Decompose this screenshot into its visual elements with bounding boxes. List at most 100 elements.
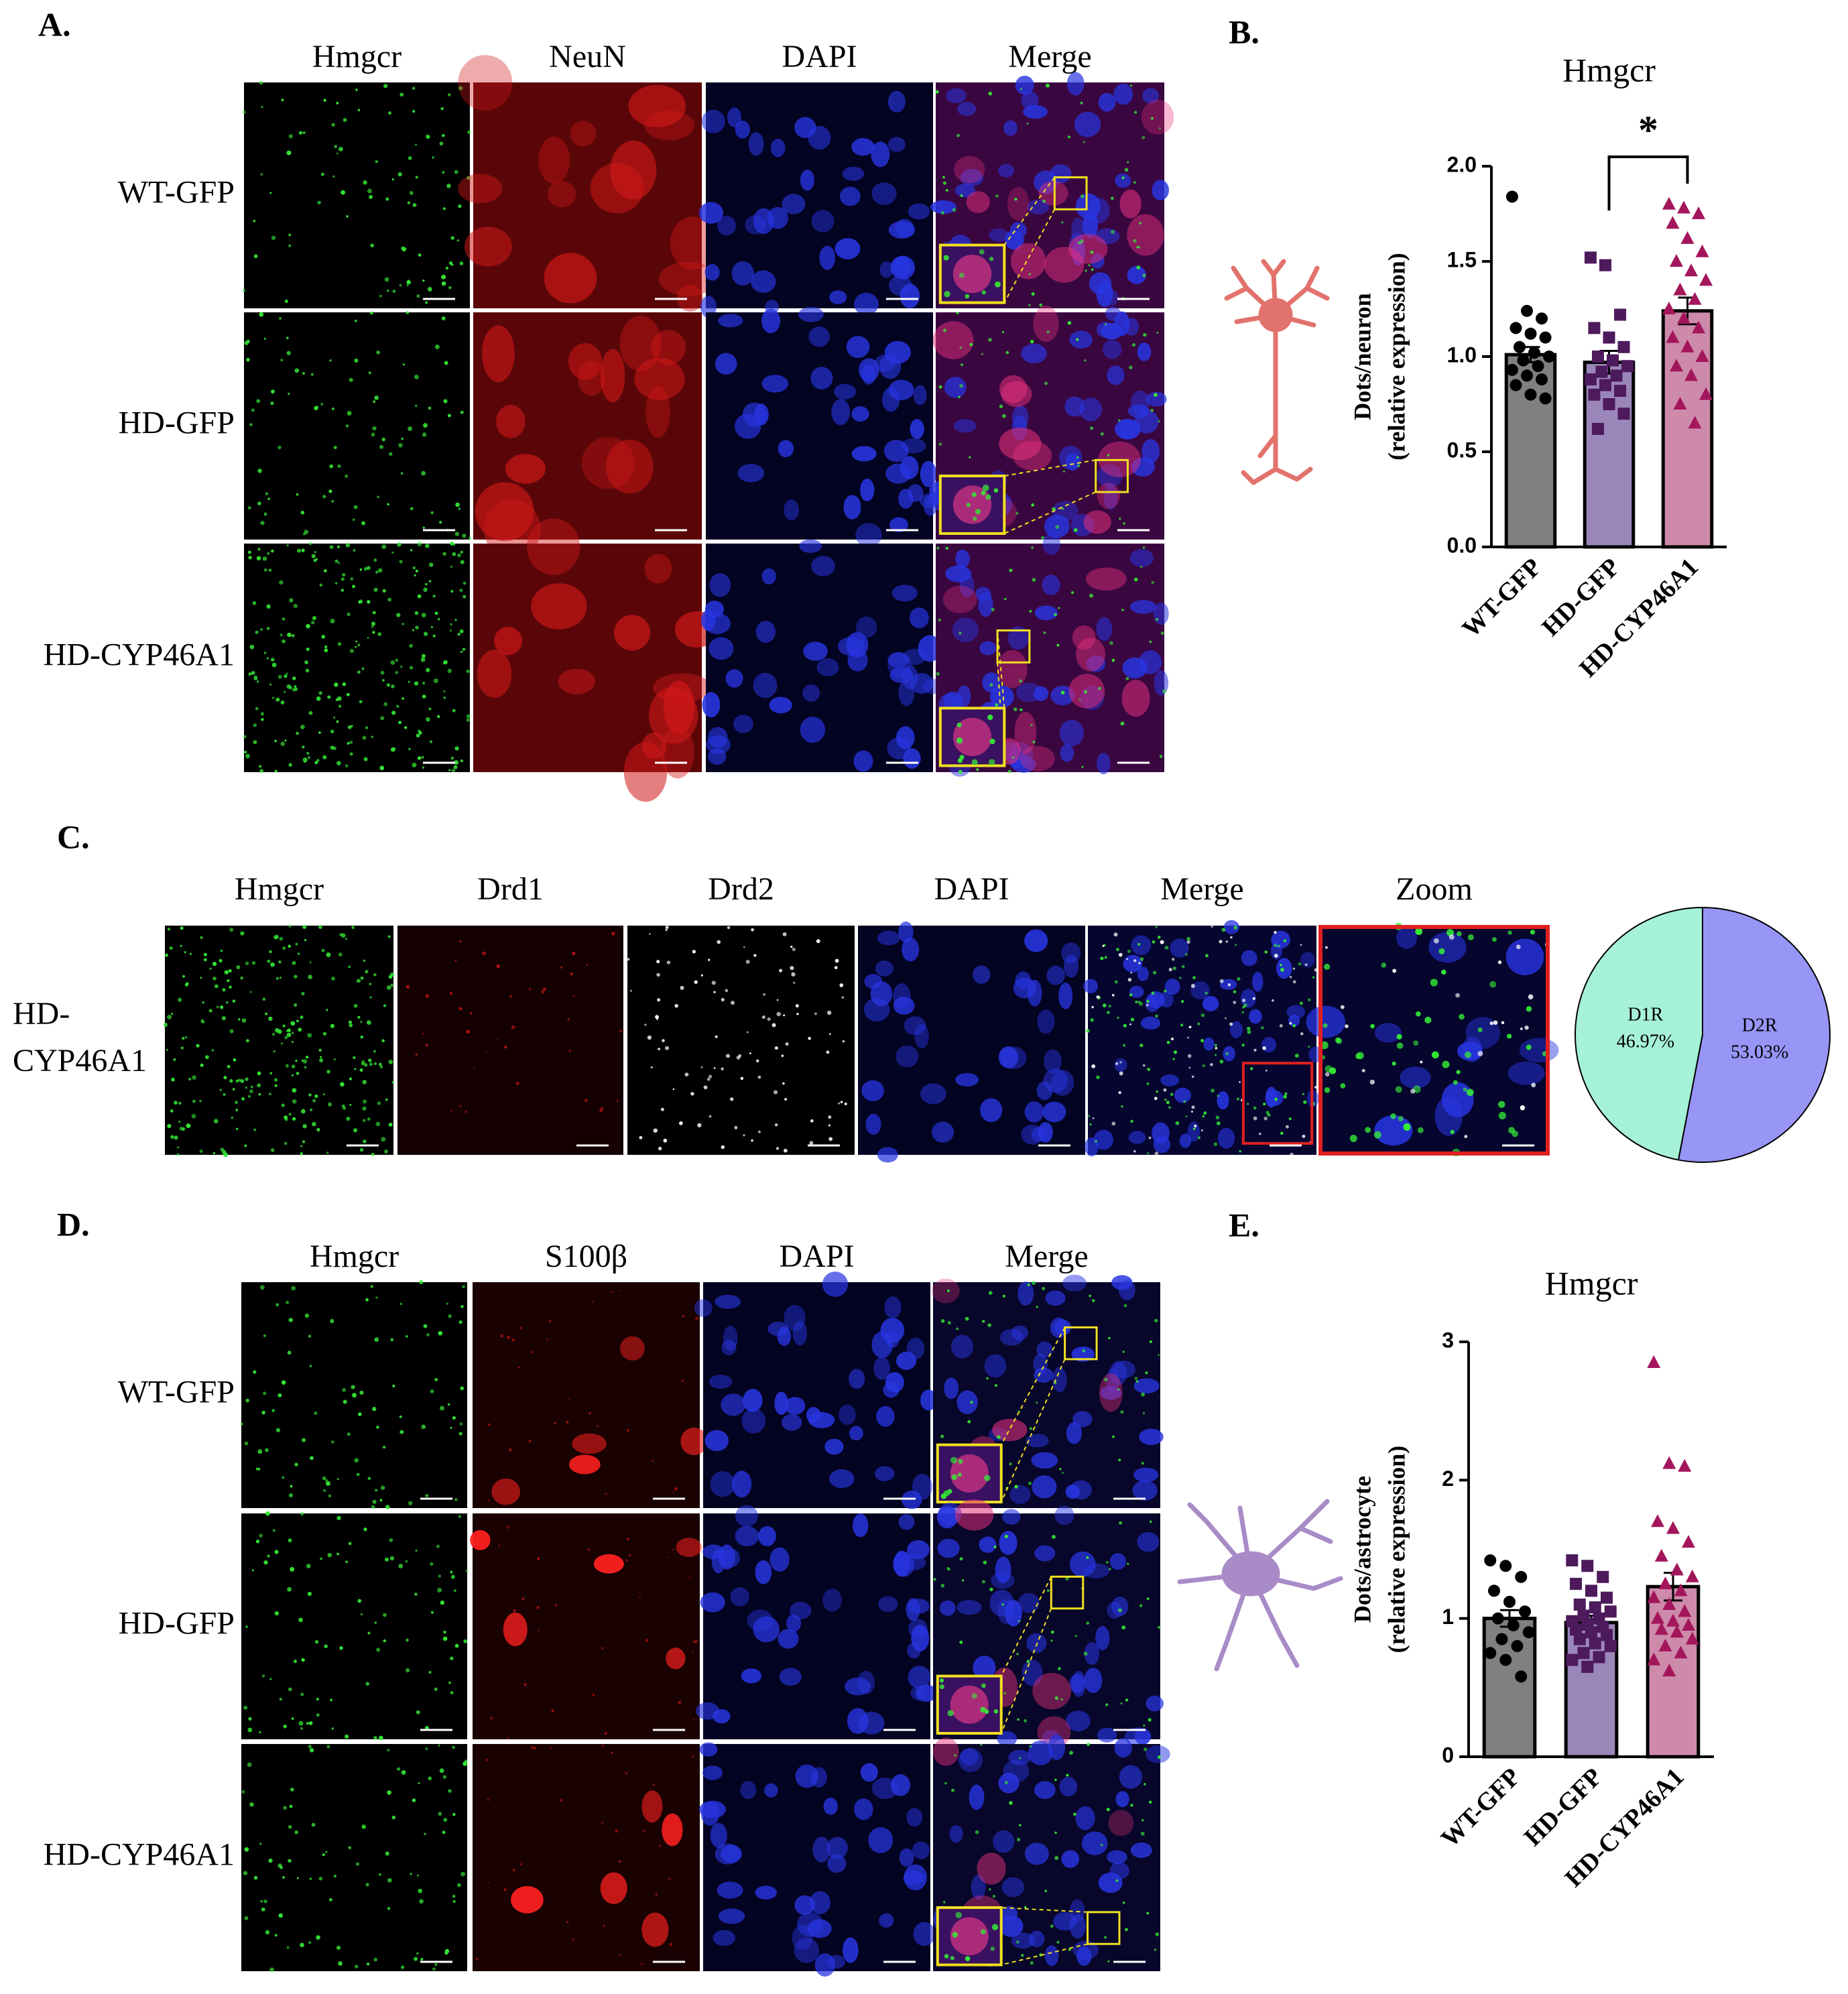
cell-blob	[1137, 967, 1149, 981]
cell-blob	[1145, 993, 1160, 1012]
signal-dot	[463, 595, 467, 599]
signal-dot	[1050, 1924, 1054, 1928]
cell-blob	[458, 174, 503, 204]
signal-dot	[985, 1377, 989, 1380]
signal-dot	[332, 747, 336, 751]
cell-blob	[1034, 686, 1049, 702]
signal-dot	[379, 765, 385, 771]
signal-dot	[515, 1081, 519, 1086]
data-point	[1662, 1664, 1676, 1677]
signal-dot	[375, 1121, 381, 1127]
signal-dot	[318, 691, 322, 695]
signal-dot	[1187, 1054, 1192, 1058]
signal-dot	[592, 1694, 595, 1696]
cell-blob	[666, 1647, 686, 1670]
signal-dot	[1463, 1087, 1467, 1092]
data-point	[1584, 373, 1597, 386]
signal-dot	[1061, 221, 1064, 224]
signal-dot	[305, 668, 310, 673]
signal-dot	[254, 675, 257, 678]
signal-dot	[369, 996, 372, 999]
signal-dot	[1151, 991, 1155, 995]
signal-dot	[1151, 580, 1154, 584]
panel-label: B.	[1229, 13, 1259, 50]
signal-dot	[263, 1560, 268, 1565]
signal-dot	[167, 928, 171, 931]
signal-dot	[454, 1643, 459, 1648]
cell-blob	[769, 696, 792, 714]
signal-dot	[955, 1912, 962, 1919]
inset-link	[997, 630, 1005, 708]
signal-dot	[349, 1104, 352, 1107]
signal-dot	[425, 134, 430, 139]
cell-blob	[1130, 1842, 1152, 1859]
cell-blob	[1096, 281, 1113, 308]
signal-dot	[350, 725, 353, 728]
cell-blob	[761, 308, 781, 334]
signal-dot	[423, 631, 428, 636]
cell-blob	[1058, 983, 1073, 1009]
cell-blob	[663, 680, 695, 734]
signal-dot	[229, 928, 234, 932]
data-point	[1614, 385, 1627, 397]
signal-dot	[447, 668, 452, 674]
cell-blob	[1072, 625, 1096, 650]
signal-dot	[269, 1072, 272, 1074]
signal-dot	[241, 1018, 247, 1023]
signal-dot	[466, 669, 470, 674]
signal-dot	[935, 90, 939, 94]
cell-blob	[908, 203, 930, 220]
signal-dot	[248, 1717, 252, 1721]
signal-dot	[725, 1054, 730, 1058]
signal-dot	[406, 311, 410, 314]
data-point	[1505, 190, 1518, 203]
signal-dot	[205, 1055, 209, 1060]
signal-dot	[300, 1942, 304, 1948]
signal-dot	[389, 1538, 393, 1542]
data-point	[1684, 368, 1699, 381]
cell-blob	[718, 1908, 745, 1924]
cell-blob	[898, 489, 914, 509]
signal-dot	[367, 637, 369, 639]
signal-dot	[1302, 1093, 1305, 1095]
signal-dot	[1030, 1961, 1034, 1965]
signal-dot	[658, 1845, 662, 1847]
signal-dot	[1003, 598, 1007, 601]
signal-dot	[458, 204, 462, 208]
signal-dot	[281, 1042, 284, 1045]
data-point	[1654, 1622, 1668, 1635]
inset-small	[996, 629, 1031, 664]
signal-dot	[460, 1871, 465, 1877]
data-point	[1520, 304, 1533, 317]
data-point	[1600, 1629, 1613, 1641]
signal-dot	[1009, 568, 1013, 572]
signal-dot	[466, 714, 471, 719]
signal-dot	[1030, 724, 1033, 727]
signal-dot	[1449, 934, 1455, 940]
signal-dot	[619, 1030, 623, 1033]
signal-dot	[288, 1493, 293, 1497]
signal-dot	[1156, 331, 1159, 334]
cell-blob	[893, 997, 915, 1015]
cell-blob	[954, 184, 975, 198]
signal-dot	[337, 562, 341, 564]
signal-dot	[387, 1907, 391, 1910]
signal-dot	[834, 966, 838, 969]
signal-dot	[1457, 931, 1462, 936]
signal-dot	[247, 506, 251, 510]
signal-dot	[402, 363, 405, 366]
signal-dot	[1021, 1954, 1024, 1957]
signal-dot	[523, 1683, 527, 1686]
cell-blob	[1159, 991, 1174, 1008]
signal-dot	[591, 1300, 594, 1303]
cell-blob	[558, 668, 595, 694]
cell-blob	[898, 921, 914, 943]
signal-dot	[253, 1875, 258, 1880]
signal-dot	[568, 1398, 570, 1400]
cell-blob	[610, 140, 657, 200]
micrograph	[928, 305, 1167, 540]
signal-dot	[1121, 1105, 1123, 1108]
signal-dot	[426, 668, 430, 672]
signal-dot	[1274, 944, 1278, 947]
cell-blob	[865, 1113, 881, 1135]
